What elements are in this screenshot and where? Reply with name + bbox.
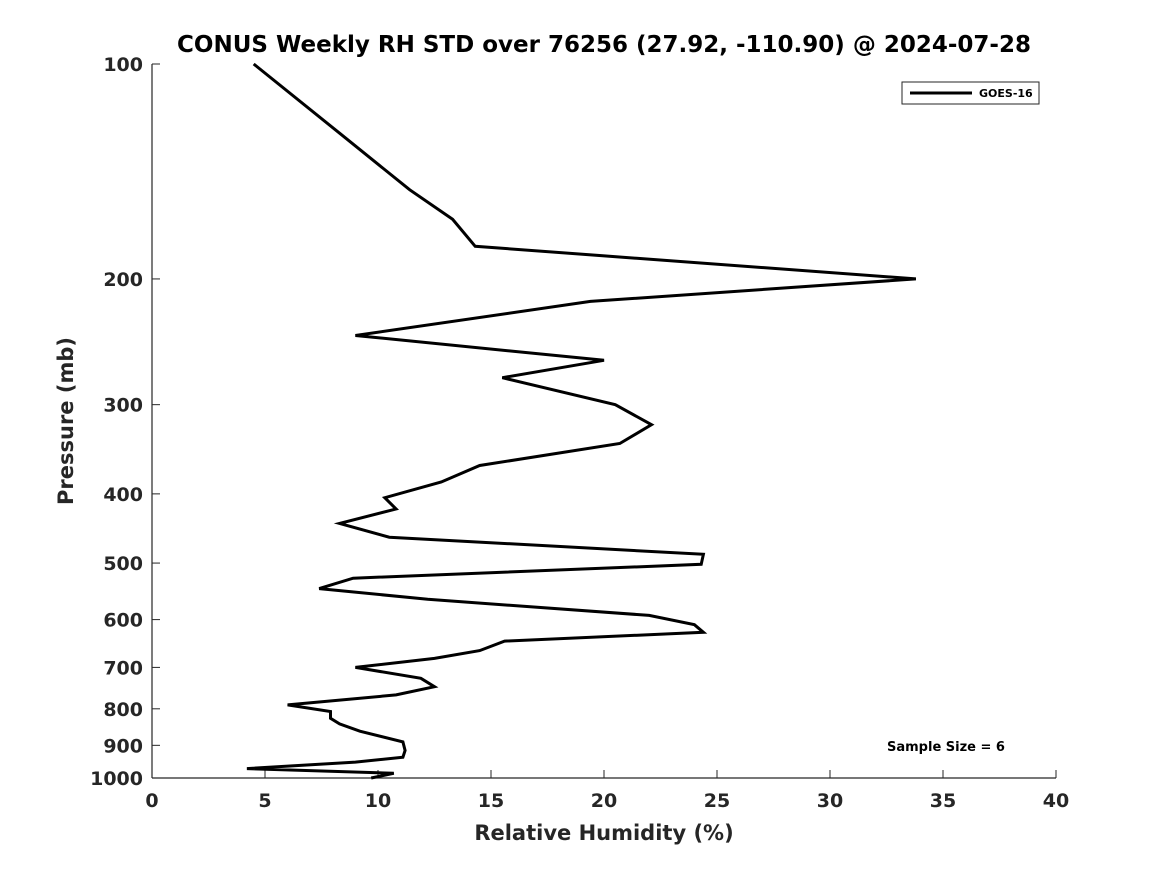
- y-axis-label: Pressure (mb): [54, 337, 78, 505]
- x-tick-label: 15: [478, 790, 504, 812]
- x-tick-label: 25: [704, 790, 730, 812]
- x-axis-label: Relative Humidity (%): [474, 821, 733, 845]
- y-tick-label: 900: [103, 735, 143, 757]
- sample-size-annotation: Sample Size = 6: [887, 740, 1005, 755]
- y-axis-ticks: 100 200 300 400 500 600 700 800 900 1000: [90, 54, 160, 790]
- x-tick-label: 30: [817, 790, 843, 812]
- y-tick-label: 100: [103, 54, 143, 76]
- plot-axes: [151, 64, 1056, 779]
- series-line-goes-16: [246, 62, 917, 780]
- y-tick-label: 600: [103, 610, 143, 632]
- x-tick-label: 0: [145, 790, 158, 812]
- legend: GOES-16: [901, 81, 1040, 105]
- x-tick-label: 20: [591, 790, 617, 812]
- x-axis-ticks: 0 5 10 15 20 25 30 35 40: [145, 770, 1069, 812]
- y-tick-label: 1000: [90, 768, 143, 790]
- y-tick-label: 300: [103, 395, 143, 417]
- x-tick-label: 5: [258, 790, 271, 812]
- x-tick-label: 35: [930, 790, 956, 812]
- chart-title: CONUS Weekly RH STD over 76256 (27.92, -…: [177, 32, 1031, 58]
- series-group: [246, 62, 917, 780]
- y-tick-label: 200: [103, 269, 143, 291]
- x-tick-label: 10: [365, 790, 391, 812]
- y-tick-label: 400: [103, 484, 143, 506]
- legend-label-goes-16: GOES-16: [979, 87, 1033, 100]
- x-tick-label: 40: [1043, 790, 1069, 812]
- y-tick-label: 700: [103, 657, 143, 679]
- y-tick-label: 800: [103, 699, 143, 721]
- y-tick-label: 500: [103, 553, 143, 575]
